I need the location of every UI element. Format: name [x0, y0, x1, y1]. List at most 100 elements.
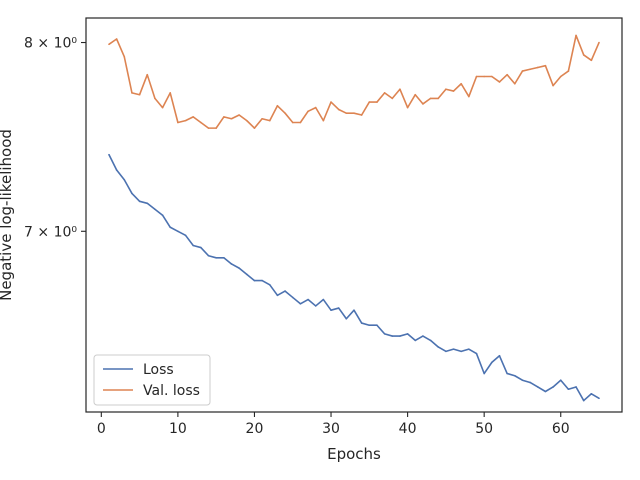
data-point-loss	[575, 386, 577, 388]
data-point-loss	[383, 333, 386, 335]
data-point-val-loss	[299, 121, 302, 124]
data-point-loss	[337, 307, 340, 309]
data-point-loss	[299, 303, 302, 305]
data-point-loss	[475, 352, 478, 355]
data-point-val-loss	[536, 66, 539, 69]
data-point-loss	[491, 361, 493, 364]
data-point-loss	[598, 397, 600, 400]
data-point-val-loss	[552, 84, 554, 87]
legend-box	[93, 354, 211, 406]
legend-label-loss: Loss	[143, 362, 174, 378]
data-point-val-loss	[445, 88, 447, 91]
series-layer	[108, 34, 600, 402]
data-point-val-loss	[383, 92, 386, 94]
x-tick-label: 40	[399, 421, 417, 437]
data-point-loss	[253, 279, 256, 282]
data-point-val-loss	[483, 75, 485, 78]
data-point-loss	[368, 324, 371, 327]
y-ticks: 8 × 10⁰ 7 × 10⁰	[24, 36, 86, 240]
legend: Loss Val. loss	[93, 354, 211, 406]
data-point-val-loss	[521, 70, 524, 72]
data-point-val-loss	[322, 119, 325, 122]
x-tick-label: 30	[322, 421, 340, 437]
data-point-val-loss	[429, 97, 432, 100]
data-point-loss	[452, 348, 455, 350]
data-point-val-loss	[345, 112, 348, 114]
data-point-val-loss	[146, 73, 149, 76]
data-point-loss	[131, 192, 133, 195]
data-point-loss	[314, 305, 317, 307]
data-point-loss	[590, 392, 593, 395]
data-point-val-loss	[215, 127, 217, 129]
data-point-val-loss	[491, 75, 493, 78]
data-point-val-loss	[559, 75, 562, 78]
data-point-loss	[506, 372, 508, 375]
data-point-val-loss	[468, 95, 470, 98]
data-point-loss	[192, 244, 194, 247]
data-point-loss	[184, 234, 187, 237]
data-point-val-loss	[291, 121, 294, 124]
data-point-loss	[536, 386, 539, 388]
data-point-val-loss	[261, 117, 263, 120]
data-point-val-loss	[514, 82, 516, 85]
data-point-loss	[353, 309, 355, 311]
data-point-loss	[276, 294, 279, 297]
data-point-loss	[552, 386, 554, 388]
data-point-loss	[376, 324, 378, 327]
data-point-loss	[483, 372, 485, 375]
data-point-loss	[414, 339, 417, 342]
data-point-val-loss	[460, 82, 463, 85]
data-point-val-loss	[575, 34, 577, 37]
data-point-loss	[207, 254, 210, 257]
data-point-val-loss	[169, 92, 172, 94]
data-point-val-loss	[131, 92, 133, 94]
data-point-val-loss	[268, 119, 271, 122]
data-point-val-loss	[314, 106, 317, 109]
data-point-val-loss	[161, 106, 164, 109]
data-point-val-loss	[337, 108, 340, 111]
data-point-loss	[437, 346, 440, 348]
x-tick-label: 20	[246, 421, 264, 437]
data-point-val-loss	[246, 119, 248, 122]
data-point-loss	[307, 298, 309, 301]
data-point-loss	[468, 348, 470, 350]
data-point-loss	[429, 339, 432, 342]
data-point-loss	[391, 335, 394, 337]
data-point-val-loss	[223, 116, 225, 118]
data-point-val-loss	[207, 127, 210, 129]
data-point-loss	[567, 388, 570, 391]
data-point-val-loss	[582, 54, 585, 56]
plot-frame	[85, 17, 623, 413]
data-point-loss	[177, 230, 179, 233]
data-point-val-loss	[276, 104, 279, 107]
data-point-loss	[123, 178, 126, 181]
x-tick-label: 50	[475, 421, 493, 437]
data-point-loss	[544, 390, 547, 393]
data-point-val-loss	[475, 75, 478, 78]
data-point-loss	[108, 153, 110, 156]
data-point-val-loss	[353, 112, 355, 114]
y-tick-label: 8 × 10⁰	[24, 36, 77, 52]
data-point-loss	[154, 208, 156, 211]
data-point-val-loss	[406, 106, 409, 109]
data-point-loss	[399, 335, 401, 337]
data-point-val-loss	[330, 101, 332, 103]
data-point-val-loss	[414, 93, 417, 96]
y-tick-label: 7 × 10⁰	[24, 224, 77, 240]
data-point-loss	[460, 350, 463, 353]
data-point-val-loss	[115, 38, 118, 40]
data-point-val-loss	[598, 41, 600, 44]
data-point-val-loss	[498, 81, 501, 83]
data-point-val-loss	[253, 127, 256, 129]
legend-label-val-loss: Val. loss	[143, 383, 200, 399]
data-point-val-loss	[307, 110, 309, 113]
data-point-loss	[422, 335, 424, 337]
data-point-loss	[138, 200, 141, 203]
data-point-val-loss	[437, 97, 440, 100]
data-point-loss	[215, 256, 217, 259]
data-point-val-loss	[590, 59, 593, 62]
data-point-val-loss	[506, 73, 508, 76]
data-point-loss	[582, 399, 585, 402]
